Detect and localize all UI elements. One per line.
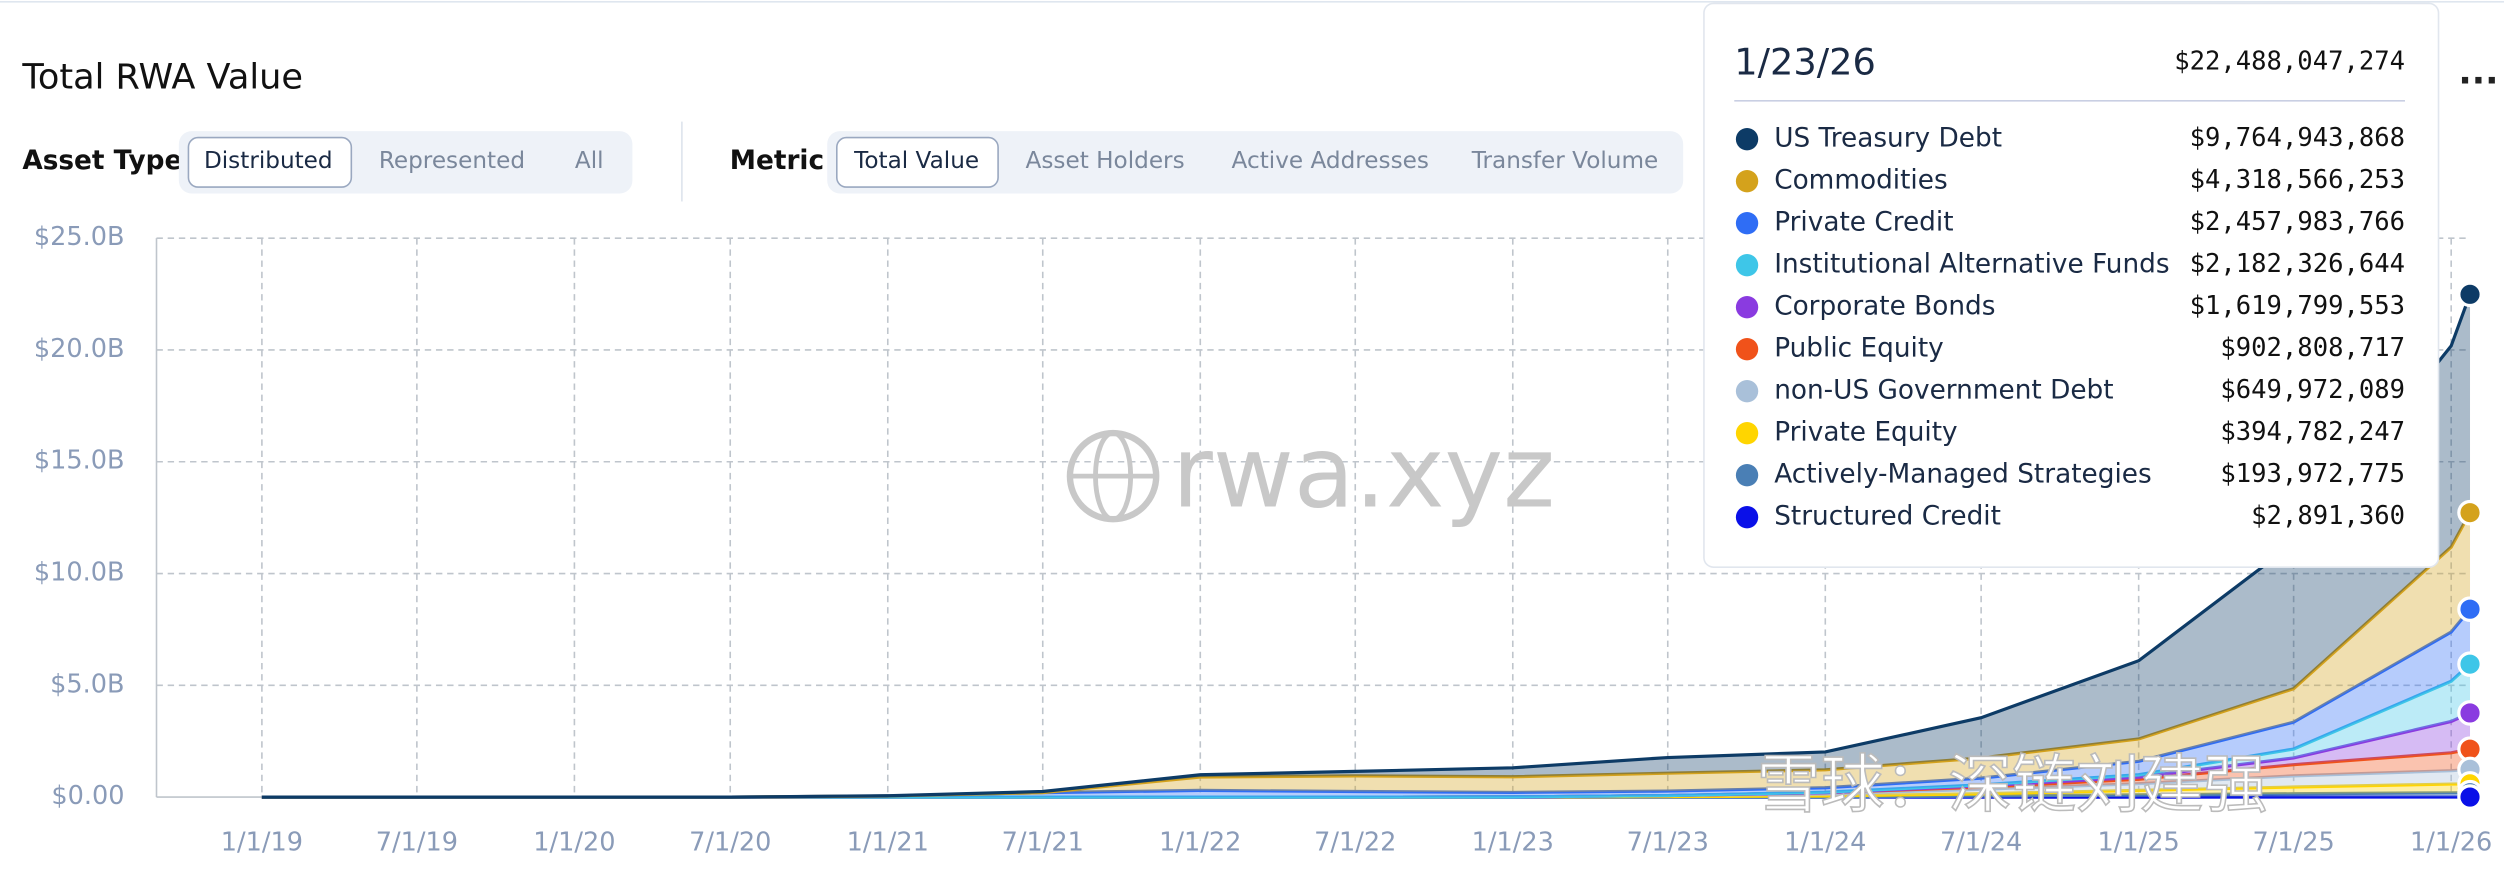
option[interactable]: Represented [379, 148, 525, 174]
end-marker [2457, 700, 2483, 726]
legend-dot [1735, 295, 1759, 319]
tooltip-total: $22,488,047,274 [2174, 47, 2405, 77]
option[interactable]: Transfer Volume [1471, 148, 1658, 174]
legend-dot [1735, 127, 1759, 151]
legend-name: non-US Government Debt [1774, 376, 2113, 406]
legend-value: $1,619,799,553 [2190, 291, 2405, 321]
x-tick-label: 7/1/21 [1002, 827, 1084, 857]
x-tick-label: 7/1/20 [689, 827, 771, 857]
y-tick-label: $5.0B [50, 669, 124, 699]
tooltip: 1/23/26 $22,488,047,274 US Treasury Debt… [1703, 2, 2440, 568]
metric-label: Metric [730, 146, 824, 176]
legend-value: $2,182,326,644 [2190, 249, 2405, 279]
x-tick-label: 7/1/24 [1940, 827, 2022, 857]
legend-value: $649,972,089 [2220, 375, 2405, 405]
line [261, 293, 2472, 799]
tooltip-date: 1/23/26 [1734, 41, 1876, 84]
y-tick-label: $10.0B [34, 558, 125, 588]
legend-name: Public Equity [1774, 334, 1944, 364]
legend-name: Institutional Alternative Funds [1774, 250, 2169, 280]
legend-name: Structured Credit [1774, 502, 2001, 532]
end-marker [2457, 784, 2483, 810]
y-tick-label: $25.0B [34, 222, 125, 252]
option[interactable]: All [575, 148, 604, 174]
option[interactable]: Total Value [853, 148, 979, 174]
x-tick-label: 7/1/19 [376, 827, 458, 857]
legend-dot [1735, 337, 1759, 361]
legend-name: Corporate Bonds [1774, 292, 1995, 322]
option[interactable]: Distributed [204, 148, 333, 174]
tooltip-box [1703, 2, 2440, 568]
legend-name: Private Equity [1774, 418, 1957, 448]
selected-option[interactable] [187, 136, 353, 188]
legend-name: US Treasury Debt [1774, 124, 2002, 154]
metric-group [827, 131, 1684, 194]
end-marker [2457, 651, 2483, 677]
legend-value: $2,457,983,766 [2190, 207, 2405, 237]
legend-dot [1735, 211, 1759, 235]
end-marker [2457, 499, 2483, 526]
x-tick-label: 7/1/25 [2253, 827, 2335, 857]
legend-dot [1735, 505, 1759, 529]
legend-value: $902,808,717 [2220, 333, 2405, 363]
legend-dot [1735, 421, 1759, 445]
watermark: rwa.xyz [1066, 416, 1555, 531]
x-tick-label: 1/1/24 [1784, 827, 1866, 857]
y-tick-label: $20.0B [34, 334, 125, 364]
x-tick-label: 1/1/23 [1472, 827, 1554, 857]
x-tick-label: 1/1/26 [2410, 827, 2492, 857]
option[interactable]: Active Addresses [1232, 148, 1429, 174]
x-tick-label: 7/1/22 [1314, 827, 1396, 857]
x-tick-label: 1/1/25 [2098, 827, 2180, 857]
legend-name: Commodities [1774, 166, 1947, 196]
x-tick-label: 1/1/20 [533, 827, 615, 857]
title: Total RWA Value [21, 56, 303, 97]
watermark-text: 雪球：深链刘建强 [1757, 749, 2268, 823]
legend-value: $394,782,247 [2220, 417, 2405, 447]
end-marker [2457, 596, 2483, 622]
y-tick-label: $0.00 [51, 781, 124, 811]
legend-dot [1735, 169, 1759, 193]
legend-name: Private Credit [1774, 208, 1953, 238]
watermark-text: rwa.xyz [1172, 416, 1555, 531]
asset-type-label: Asset Type [22, 146, 182, 176]
option[interactable]: Asset Holders [1026, 148, 1185, 174]
legend-value: $2,891,360 [2251, 501, 2405, 531]
legend-value: $4,318,566,253 [2190, 165, 2405, 195]
selected-option[interactable] [835, 136, 999, 188]
x-tick-label: 1/1/22 [1159, 827, 1241, 857]
area [261, 792, 2471, 798]
legend-dot [1735, 253, 1759, 277]
x-tick-label: 7/1/23 [1627, 827, 1709, 857]
menu[interactable]: ... [2458, 52, 2498, 93]
x-tick-label: 1/1/21 [847, 827, 929, 857]
legend-dot [1735, 379, 1759, 403]
legend-name: Actively-Managed Strategies [1774, 460, 2152, 490]
y-tick-label: $15.0B [34, 446, 125, 476]
legend-value: $9,764,943,868 [2190, 123, 2405, 153]
x-tick-label: 1/1/19 [221, 827, 303, 857]
end-marker [2457, 281, 2483, 308]
legend-dot [1735, 463, 1759, 487]
legend-value: $193,972,775 [2220, 459, 2405, 489]
